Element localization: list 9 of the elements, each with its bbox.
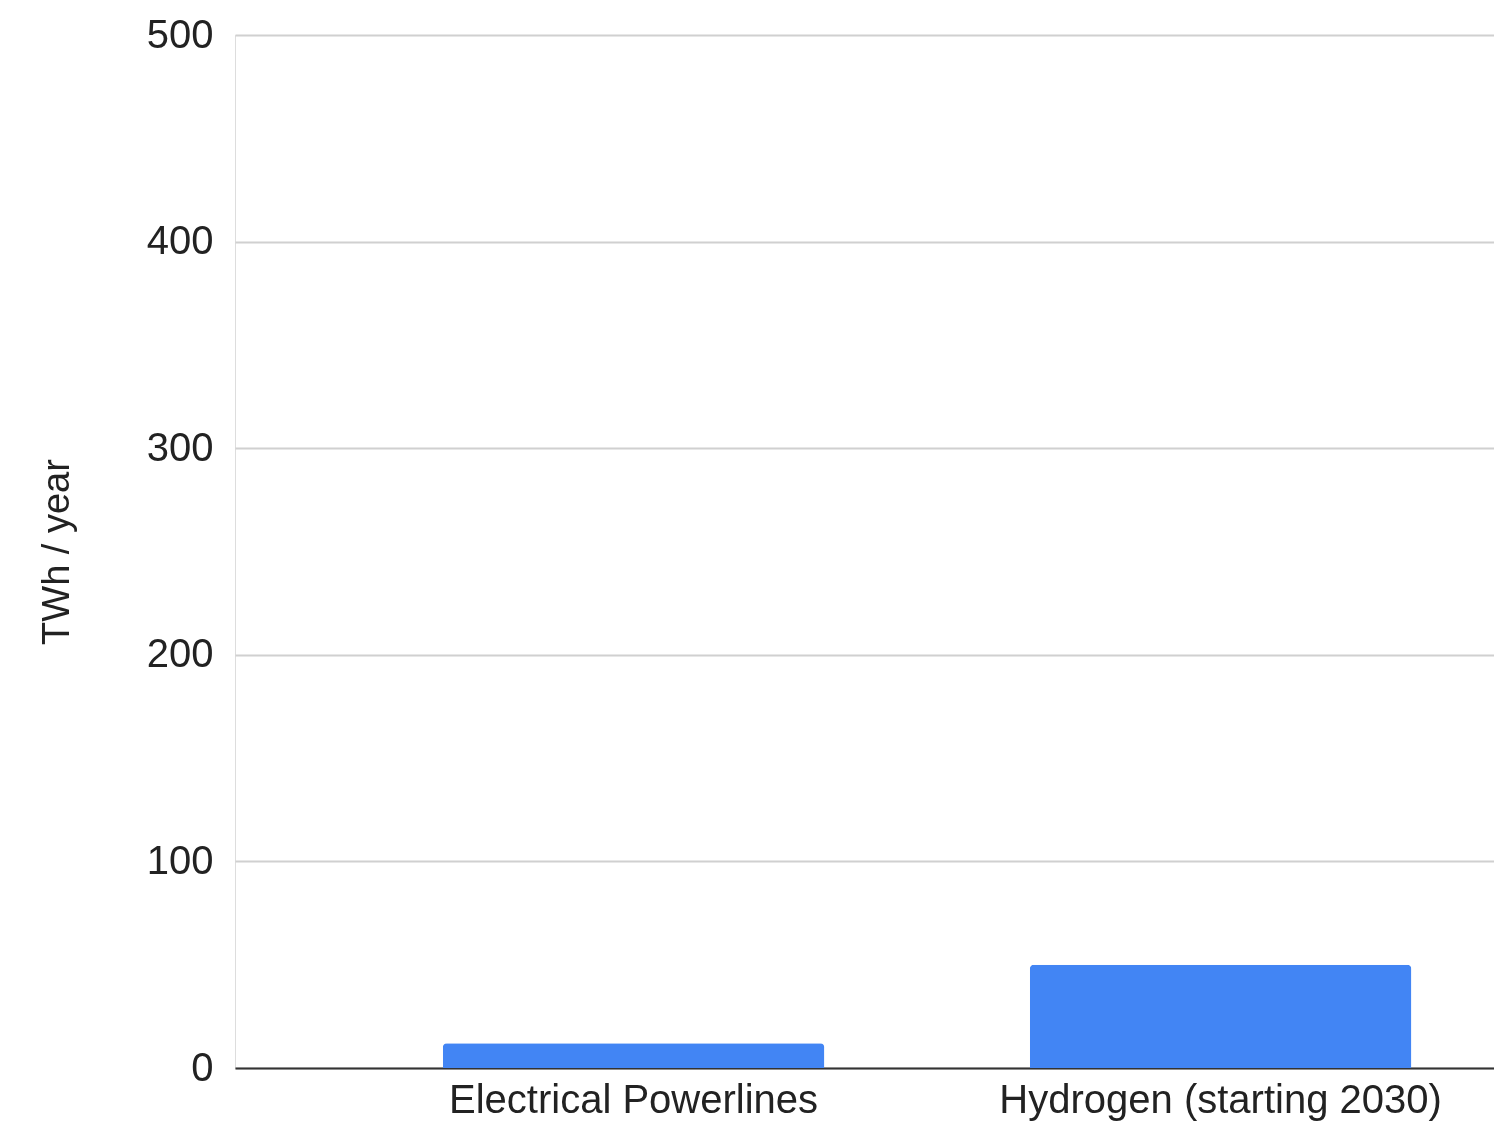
y-tick-label: 400 [146, 218, 214, 263]
y-tick-label: 200 [146, 631, 214, 676]
x-tick-label: Hydrogen (starting 2030) [999, 1076, 1442, 1121]
y-tick-label: 500 [146, 11, 214, 56]
y-axis-title: TWh / year [34, 458, 77, 645]
y-tick-label: 0 [191, 1044, 214, 1089]
x-tick-label: Electrical Powerlines [449, 1076, 819, 1121]
y-tick-label: 100 [146, 837, 214, 882]
y-tick-label: 300 [146, 424, 214, 469]
